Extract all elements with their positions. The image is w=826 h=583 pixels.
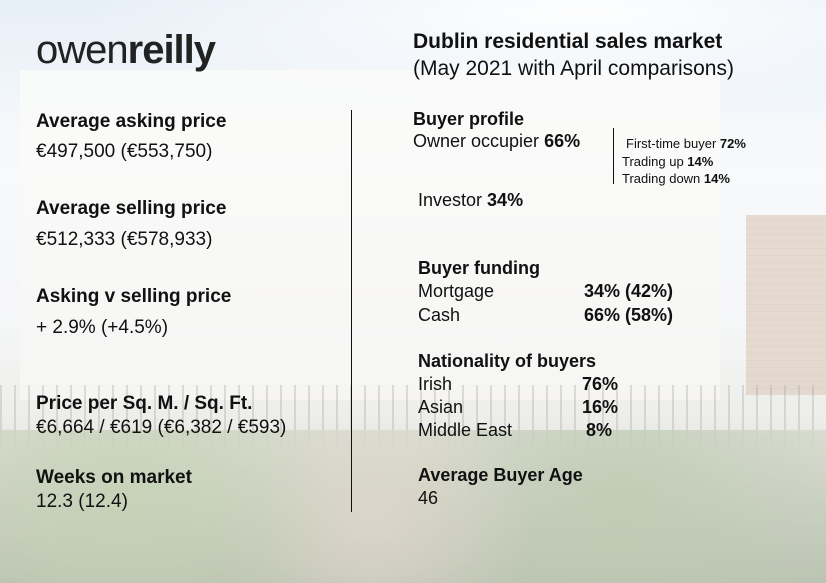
asking-v-selling-label: Asking v selling price	[36, 286, 232, 307]
funding-row-label: Mortgage	[418, 281, 495, 301]
asking-price-value: €497,500 (€553,750)	[36, 141, 213, 162]
first-time-buyer-line: First-time buyer 72%	[626, 136, 746, 151]
buyer-profile-heading: Buyer profile	[413, 109, 525, 129]
nationality-row-value: 16%	[581, 397, 618, 417]
trading-down-line: Trading down 14%	[622, 171, 730, 186]
trading-up-line: Trading up 14%	[622, 154, 713, 169]
nationality-row-value: 76%	[581, 374, 618, 394]
buyer-age-heading: Average Buyer Age	[418, 465, 583, 485]
investor-value: 34%	[487, 190, 524, 210]
investor-label: Investor	[418, 190, 483, 210]
first-time-buyer-label: First-time buyer	[626, 136, 717, 151]
owner-occupier-line: Owner occupier 66%	[413, 131, 580, 152]
nationality-row-value: 8%	[585, 420, 612, 440]
logo-part-reilly: reilly	[127, 28, 216, 72]
trading-up-label: Trading up	[622, 154, 684, 169]
price-per-sqm-label: Price per Sq. M. / Sq. Ft.	[36, 393, 253, 414]
asking-price-label: Average asking price	[36, 111, 227, 132]
page-title: Dublin residential sales market	[413, 30, 723, 53]
funding-row-value: 34% (42%)	[583, 281, 673, 301]
owner-occupier-label: Owner occupier	[413, 131, 540, 151]
page-subtitle: (May 2021 with April comparisons)	[413, 57, 734, 80]
column-divider	[351, 110, 352, 512]
trading-down-label: Trading down	[622, 171, 701, 186]
selling-price-label: Average selling price	[36, 198, 227, 219]
buyer-age-value: 46	[418, 488, 439, 508]
first-time-buyer-value: 72%	[719, 136, 746, 151]
nationality-heading: Nationality of buyers	[418, 351, 597, 371]
trading-up-value: 14%	[687, 154, 714, 169]
funding-row-value: 66% (58%)	[583, 305, 673, 325]
nationality-row-label: Middle East	[418, 420, 513, 440]
trading-down-value: 14%	[703, 171, 730, 186]
selling-price-value: €512,333 (€578,933)	[36, 229, 213, 250]
funding-row-label: Cash	[418, 305, 461, 325]
company-logo: owenreilly	[36, 28, 216, 73]
buyer-funding-heading: Buyer funding	[418, 258, 540, 278]
price-per-sqm-value: €6,664 / €619 (€6,382 / €593)	[36, 417, 287, 438]
logo-part-owen: owen	[36, 28, 129, 72]
weeks-on-market-label: Weeks on market	[36, 467, 192, 488]
nationality-row-label: Asian	[418, 397, 464, 417]
investor-line: Investor 34%	[418, 190, 523, 211]
nationality-row-label: Irish	[418, 374, 453, 394]
weeks-on-market-value: 12.3 (12.4)	[36, 491, 128, 512]
sub-divider	[613, 128, 614, 184]
asking-v-selling-value: + 2.9% (+4.5%)	[36, 317, 169, 338]
owner-occupier-value: 66%	[544, 131, 581, 151]
